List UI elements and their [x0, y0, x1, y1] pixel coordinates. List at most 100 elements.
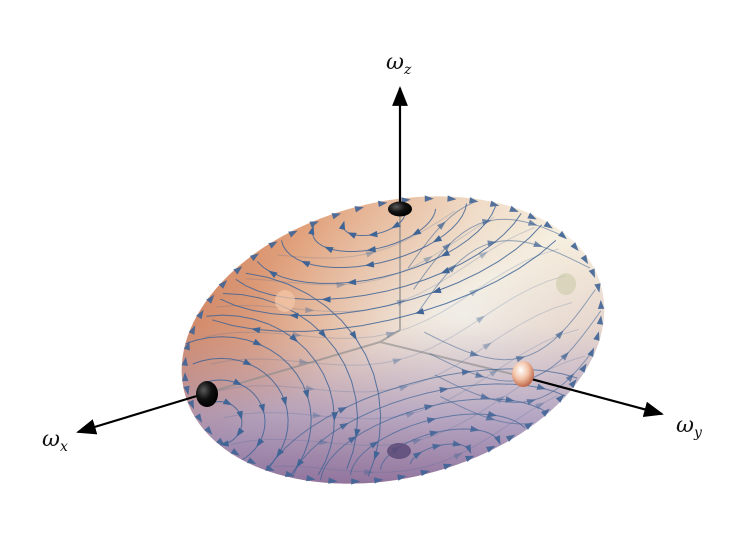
flow-arrowhead [432, 286, 442, 293]
flow-arrowhead [338, 220, 346, 231]
flow-arrowhead [412, 438, 422, 445]
flow-arrowhead [364, 261, 375, 268]
flow-arrowhead [464, 444, 472, 454]
flow-arrowhead [276, 448, 285, 458]
flow-arrowhead [487, 410, 498, 418]
fixed-point-x-back [556, 273, 576, 295]
flow-arrowhead [268, 241, 278, 249]
fixed-point-x-front [196, 381, 218, 407]
flow-arrowhead [218, 280, 228, 289]
flow-arrowhead [505, 396, 515, 403]
flow-streamline [350, 413, 526, 476]
flow-streamline [215, 227, 535, 312]
flow-arrowhead [366, 246, 376, 253]
flow-arrowhead [252, 338, 263, 346]
flow-arrowhead [568, 379, 577, 389]
flow-arrowhead [509, 205, 519, 212]
flow-arrowhead [442, 242, 452, 252]
flow-arrowhead [377, 200, 388, 208]
flow-arrowhead [288, 230, 298, 238]
flow-arrowhead [324, 246, 334, 254]
fixed-point-y-front [512, 361, 534, 387]
flow-arrowhead [236, 427, 245, 437]
flow-arrowhead [236, 410, 243, 421]
flow-arrowhead [289, 312, 299, 319]
flow-arrowhead [300, 260, 311, 268]
flow-arrowhead [181, 356, 188, 366]
axis-label-z: ωz [386, 50, 412, 78]
axis-x [76, 390, 211, 435]
flow-arrowhead [593, 331, 600, 341]
axis-y [519, 374, 664, 418]
flow-arrowhead [447, 264, 457, 273]
flow-arrowheads [181, 195, 605, 485]
flow-arrowhead [219, 440, 230, 447]
flow-streamline [277, 210, 456, 259]
flow-streamline [211, 240, 557, 332]
flow-arrowhead [565, 373, 575, 383]
axis-label-y: ωy [676, 413, 703, 441]
flow-arrowhead [555, 394, 565, 403]
flow-arrowhead [469, 350, 480, 357]
flow-arrowhead [187, 399, 194, 410]
flow-arrowhead [397, 474, 407, 481]
flow-arrowhead [587, 347, 595, 357]
flow-arrowhead [349, 330, 357, 341]
flow-arrowhead [439, 386, 449, 394]
flow-arrowhead [524, 422, 534, 430]
flow-streamline [440, 396, 529, 425]
flow-arrowhead [485, 414, 496, 421]
flow-arrowhead [182, 372, 189, 382]
flow-arrowhead [299, 358, 309, 365]
flow-streamline [222, 293, 359, 470]
flow-arrowhead [478, 251, 488, 260]
flow-arrowhead [597, 299, 605, 310]
flow-arrowhead [442, 463, 453, 470]
flow-arrowhead [339, 422, 349, 430]
flow-arrowhead [347, 232, 357, 239]
flow-arrowhead [440, 267, 451, 274]
flow-arrowhead [405, 412, 416, 419]
flow-arrowhead [495, 396, 506, 404]
flow-arrowhead [429, 430, 439, 437]
flow-arrowhead [489, 369, 499, 377]
flow-arrowhead [347, 435, 358, 444]
flow-arrowhead [558, 230, 567, 240]
flow-arrowhead [579, 363, 587, 373]
flow-arrowhead [461, 369, 472, 376]
flow-arrowhead [560, 351, 569, 361]
fixed-point-y-back [275, 290, 295, 312]
flow-arrowhead [385, 331, 396, 338]
flow-arrowhead [308, 225, 315, 236]
flow-arrowhead [305, 306, 315, 314]
flow-streamline [245, 216, 495, 286]
flow-arrowhead [369, 441, 379, 449]
flow-arrowhead [216, 437, 226, 447]
flow-arrowhead [365, 251, 376, 258]
flow-streamline [245, 272, 382, 477]
flow-arrowhead [319, 438, 329, 446]
axis-label-x: ωx [42, 427, 68, 455]
flow-arrowhead [452, 440, 462, 447]
flow-arrowhead [543, 220, 553, 229]
flow-arrowhead [475, 371, 485, 378]
flow-arrowhead [374, 477, 384, 484]
fixed-point-z-bottom [387, 443, 411, 459]
fixed-point-z-top [388, 201, 412, 217]
flow-arrowhead [242, 358, 253, 366]
flow-arrowhead [505, 434, 516, 442]
flow-arrowhead [206, 294, 215, 304]
flow-arrowhead [580, 254, 589, 265]
flow-arrowhead [354, 206, 364, 213]
flow-arrowhead [302, 389, 310, 399]
flow-streamline [192, 357, 289, 469]
flow-arrowhead [368, 230, 378, 238]
flow-arrowhead [347, 278, 357, 286]
flow-arrowhead [364, 468, 374, 476]
flow-arrowhead [230, 448, 240, 456]
flow-arrowhead [480, 393, 490, 400]
flow-arrowhead [222, 398, 233, 406]
flow-arrowhead [489, 200, 500, 207]
flow-arrowhead [396, 299, 406, 307]
